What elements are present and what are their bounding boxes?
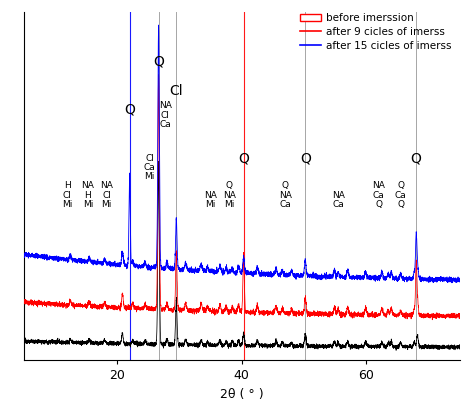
Legend: before imerssion, after 9 cicles of imerss, after 15 cicles of imerss: before imerssion, after 9 cicles of imer… [297, 10, 455, 54]
Text: Q
Ca
Q: Q Ca Q [395, 181, 407, 209]
Text: NA
Ca: NA Ca [332, 191, 345, 209]
X-axis label: 2θ ( ° ): 2θ ( ° ) [220, 388, 264, 400]
Text: Q
NA
Mi: Q NA Mi [223, 181, 236, 209]
Text: NA
Cl
Mi: NA Cl Mi [100, 181, 113, 209]
Text: Cl: Cl [170, 84, 183, 98]
Text: Q: Q [153, 55, 164, 69]
Text: NA
Cl
Ca: NA Cl Ca [159, 101, 172, 129]
Text: NA
Mi: NA Mi [204, 191, 217, 209]
Text: NA
H
Mi: NA H Mi [82, 181, 94, 209]
Text: Q: Q [238, 152, 249, 166]
Text: Cl
Ca
Mi: Cl Ca Mi [144, 154, 155, 181]
Text: H
Cl
Mi: H Cl Mi [62, 181, 73, 209]
Text: Q
NA
Ca: Q NA Ca [279, 181, 292, 209]
Text: NA
Ca
Q: NA Ca Q [373, 181, 385, 209]
Text: Q: Q [411, 152, 421, 166]
Text: Q: Q [300, 152, 311, 166]
Text: Q: Q [124, 103, 135, 117]
